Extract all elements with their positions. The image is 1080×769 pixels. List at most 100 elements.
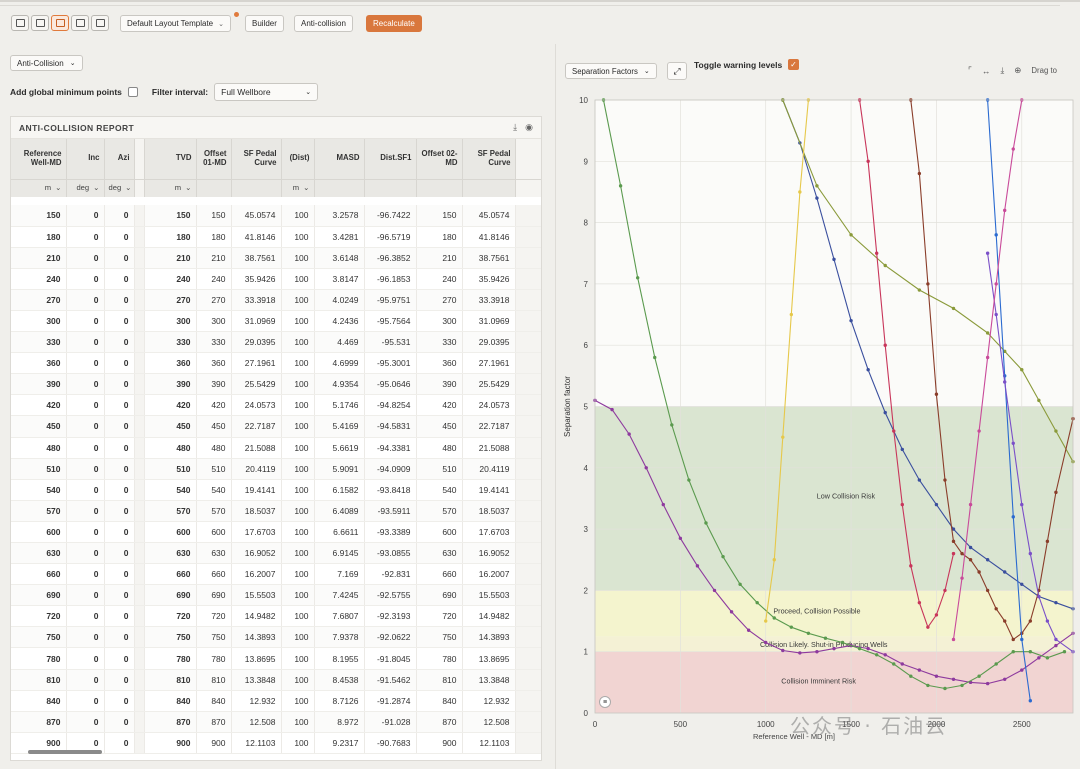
- data-point[interactable]: [960, 683, 964, 688]
- data-point[interactable]: [1045, 619, 1050, 623]
- data-point[interactable]: [1028, 699, 1033, 703]
- table-row[interactable]: 540 0 0 540 540 19.4141 100 6.1582 -93.8418 540 19…: [11, 479, 541, 501]
- series-line[interactable]: [987, 253, 1074, 653]
- table-row[interactable]: 720 0 0 720 720 14.9482 100 7.6807 -92.3193 720 14…: [11, 605, 541, 628]
- data-point[interactable]: [610, 407, 614, 412]
- column-header[interactable]: SF Pedal Curve: [231, 139, 282, 179]
- data-point[interactable]: [1037, 594, 1041, 599]
- data-point[interactable]: [934, 392, 939, 396]
- horizontal-scrollbar[interactable]: [28, 750, 102, 754]
- data-point[interactable]: [849, 233, 853, 237]
- chart-svg[interactable]: 0 1 2 3 4 5 6 7 8 9 10 0 500 1000 1500 2000 2500 Collisio…: [558, 88, 1080, 748]
- legend-toggle-icon[interactable]: ≡: [599, 696, 611, 708]
- data-point[interactable]: [985, 681, 990, 686]
- data-point[interactable]: [951, 677, 956, 681]
- data-point[interactable]: [985, 331, 990, 335]
- data-point[interactable]: [994, 233, 998, 237]
- chart-type-select[interactable]: Separation Factors ⌄: [565, 63, 657, 79]
- data-point[interactable]: [1003, 208, 1007, 213]
- data-point[interactable]: [985, 588, 990, 593]
- column-header[interactable]: [134, 139, 145, 179]
- data-point[interactable]: [1045, 656, 1050, 660]
- column-unit[interactable]: m ⌄: [144, 178, 197, 197]
- table-row[interactable]: 750 0 0 750 750 14.3893 100 7.9378 -92.0622 750 14…: [11, 626, 541, 649]
- data-point[interactable]: [849, 318, 853, 323]
- data-point[interactable]: [815, 184, 819, 188]
- data-point[interactable]: [994, 662, 998, 666]
- column-unit[interactable]: [364, 178, 417, 197]
- data-point[interactable]: [1003, 570, 1007, 574]
- data-point[interactable]: [618, 184, 623, 188]
- table-row[interactable]: 150 0 0 150 150 45.0574 100 3.2578 -96.7422 150 45…: [11, 205, 541, 227]
- filter-interval-select[interactable]: Full Wellbore ⌄: [214, 83, 319, 101]
- table-row[interactable]: 480 0 0 480 480 21.5088 100 5.6619 -94.3381 480 21…: [11, 437, 541, 459]
- column-header[interactable]: Inc: [66, 139, 105, 179]
- data-point[interactable]: [635, 276, 640, 280]
- column-unit[interactable]: [416, 178, 463, 197]
- table-row[interactable]: 240 0 0 240 240 35.9426 100 3.8147 -96.1853 240 35…: [11, 268, 541, 290]
- table-row[interactable]: 420 0 0 420 420 24.0573 100 5.1746 -94.8254 420 24…: [11, 394, 541, 417]
- table-row[interactable]: 900 0 0 900 900 12.1103 100 9.2317 -90.7683 900 12…: [11, 732, 541, 754]
- data-point[interactable]: [1020, 502, 1024, 507]
- column-unit[interactable]: [314, 178, 365, 197]
- data-point[interactable]: [1062, 650, 1067, 654]
- data-point[interactable]: [1020, 637, 1024, 642]
- data-point[interactable]: [917, 668, 922, 672]
- data-point[interactable]: [627, 432, 631, 436]
- data-point[interactable]: [917, 600, 922, 605]
- data-point[interactable]: [1003, 349, 1007, 354]
- data-point[interactable]: [960, 576, 964, 580]
- data-point[interactable]: [968, 502, 973, 507]
- data-point[interactable]: [968, 558, 973, 562]
- column-unit[interactable]: deg ⌄: [104, 178, 135, 197]
- data-point[interactable]: [1045, 539, 1050, 544]
- layout-single-button[interactable]: [11, 15, 29, 31]
- data-point[interactable]: [857, 646, 862, 651]
- data-point[interactable]: [900, 662, 904, 666]
- table-row[interactable]: 570 0 0 570 570 18.5037 100 6.4089 -93.5911 570 18…: [11, 500, 541, 522]
- column-unit[interactable]: m ⌄: [11, 178, 67, 197]
- data-point[interactable]: [1011, 637, 1015, 642]
- data-point[interactable]: [815, 196, 819, 200]
- data-point[interactable]: [712, 588, 717, 593]
- data-point[interactable]: [789, 312, 794, 317]
- data-point[interactable]: [926, 282, 930, 286]
- data-point[interactable]: [1028, 619, 1033, 623]
- data-point[interactable]: [951, 306, 956, 311]
- data-point[interactable]: [1054, 637, 1058, 642]
- data-point[interactable]: [764, 640, 768, 645]
- data-point[interactable]: [678, 536, 683, 540]
- data-point[interactable]: [934, 674, 939, 678]
- data-point[interactable]: [781, 435, 785, 439]
- table-row[interactable]: 630 0 0 630 630 16.9052 100 6.9145 -93.0855 630 16…: [11, 542, 541, 565]
- column-header[interactable]: Offset 01-MD: [196, 139, 232, 179]
- data-point[interactable]: [994, 607, 998, 611]
- data-point[interactable]: [994, 282, 998, 286]
- column-header[interactable]: Azi: [104, 139, 135, 179]
- data-point[interactable]: [781, 648, 785, 653]
- data-point[interactable]: [1054, 429, 1058, 433]
- data-point[interactable]: [951, 637, 956, 642]
- data-point[interactable]: [1003, 619, 1007, 623]
- table-row[interactable]: 690 0 0 690 690 15.5503 100 7.4245 -92.5755 690 15…: [11, 584, 541, 607]
- series-line[interactable]: [987, 99, 1031, 701]
- data-point[interactable]: [985, 355, 990, 360]
- data-point[interactable]: [951, 551, 956, 556]
- data-point[interactable]: [985, 251, 990, 255]
- data-point[interactable]: [1054, 643, 1058, 648]
- data-point[interactable]: [866, 646, 870, 651]
- data-point[interactable]: [926, 625, 930, 629]
- column-header[interactable]: Dist.SF1: [364, 139, 417, 179]
- data-point[interactable]: [960, 551, 964, 556]
- data-point[interactable]: [1054, 490, 1058, 495]
- column-unit[interactable]: [196, 178, 232, 197]
- column-header[interactable]: (Dist): [281, 139, 315, 179]
- data-point[interactable]: [874, 653, 879, 657]
- anti-collision-button[interactable]: Anti-collision: [294, 15, 353, 32]
- data-point[interactable]: [934, 613, 939, 617]
- data-point[interactable]: [764, 619, 768, 623]
- data-point[interactable]: [977, 429, 981, 433]
- data-point[interactable]: [943, 588, 947, 593]
- layout-split-button[interactable]: [71, 15, 89, 31]
- data-point[interactable]: [968, 545, 973, 550]
